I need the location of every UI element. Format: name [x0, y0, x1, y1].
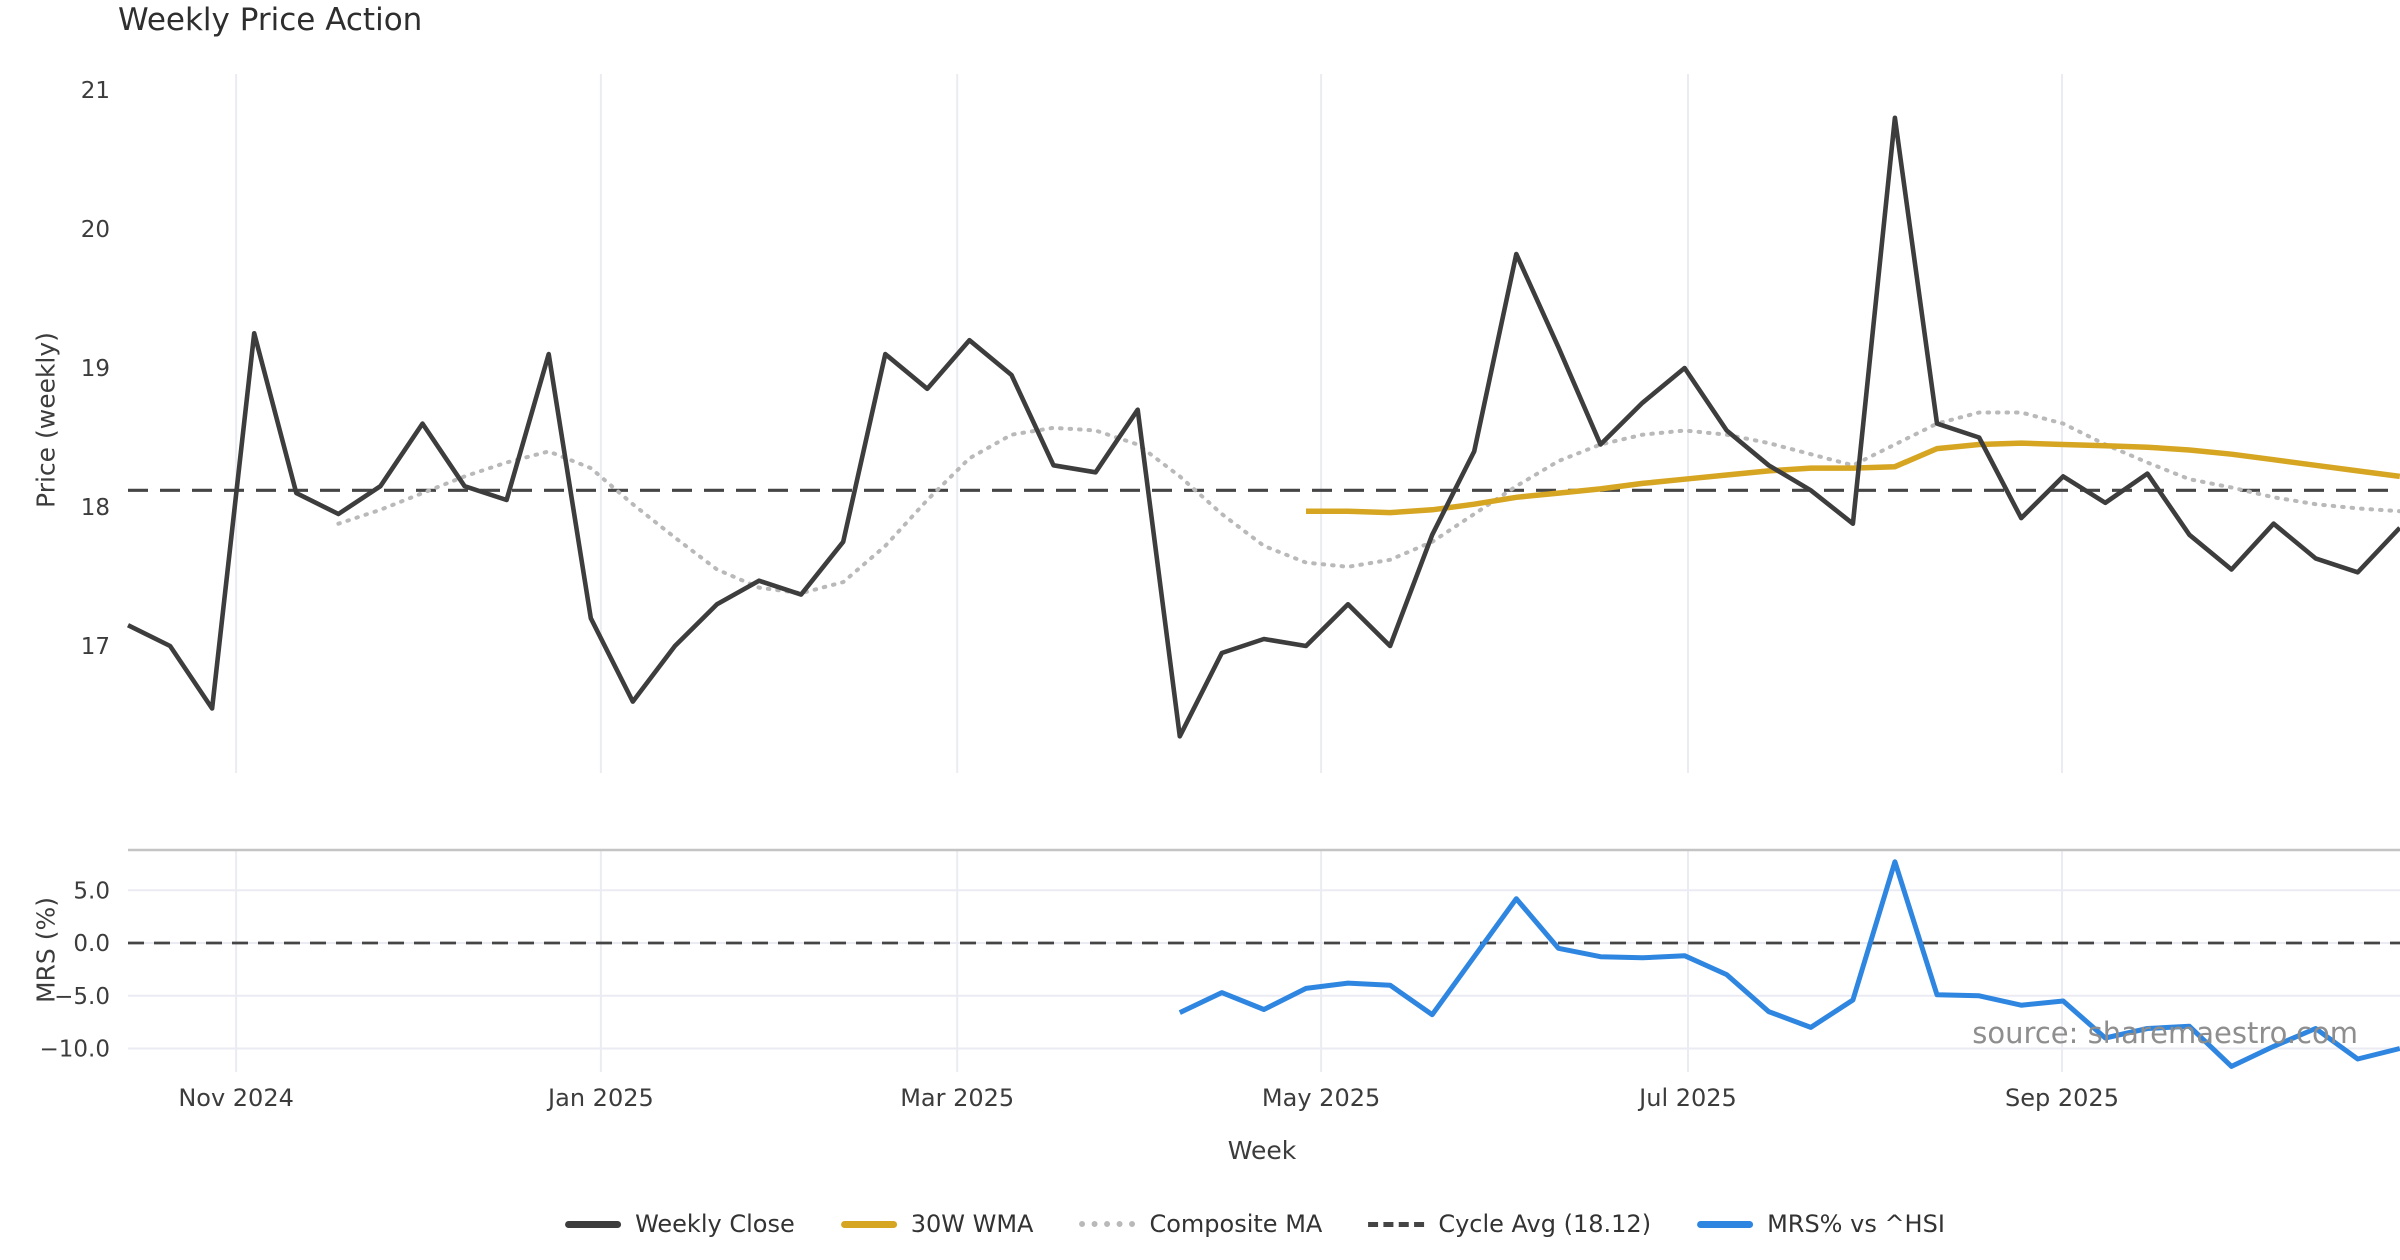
- mrs-swatch-icon: [1697, 1220, 1754, 1228]
- mrs-tick-label: −10.0: [40, 1037, 110, 1063]
- price-tick-label: 21: [81, 78, 110, 104]
- cycle-avg-swatch-icon: [1368, 1221, 1425, 1227]
- price-axis-label: Price (weekly): [31, 332, 61, 508]
- weekly-close-line: [126, 115, 2400, 739]
- mrs-line: [1178, 859, 2400, 1069]
- legend-label: MRS% vs ^HSI: [1767, 1210, 1945, 1238]
- mrs-axis-label: MRS (%): [31, 896, 61, 1004]
- mrs-tick-label: 5.0: [73, 878, 110, 904]
- price-tick-label: 20: [81, 217, 110, 243]
- legend-label: Cycle Avg (18.12): [1438, 1210, 1652, 1238]
- legend: Weekly Close 30W WMA Composite MA Cycle …: [565, 1210, 1945, 1238]
- mrs-tick-label: 0.0: [73, 931, 110, 957]
- x-axis-label: Week: [1227, 1136, 1297, 1165]
- chart-title: Weekly Price Action: [118, 2, 423, 38]
- legend-item-cycle-avg: Cycle Avg (18.12): [1368, 1210, 1651, 1238]
- legend-item-30w-wma: 30W WMA: [840, 1210, 1034, 1238]
- legend-label: Composite MA: [1149, 1210, 1323, 1238]
- x-tick-label: Jan 2025: [546, 1084, 654, 1112]
- x-tick-label: Nov 2024: [178, 1084, 294, 1112]
- composite-swatch-icon: [1079, 1221, 1136, 1227]
- price-tick-label: 18: [81, 495, 110, 521]
- wma-30w-line: [1306, 440, 2400, 516]
- price-tick-label: 17: [81, 634, 110, 660]
- price-tick-label: 19: [81, 356, 110, 382]
- mrs-tick-label: −5.0: [54, 984, 110, 1010]
- x-tick-label: Mar 2025: [900, 1084, 1014, 1112]
- watermark: source: sharemaestro.com: [1972, 1016, 2358, 1050]
- legend-item-mrs: MRS% vs ^HSI: [1697, 1210, 1945, 1238]
- legend-item-composite-ma: Composite MA: [1079, 1210, 1322, 1238]
- legend-label: Weekly Close: [635, 1210, 795, 1238]
- x-tick-label: Sep 2025: [2005, 1084, 2119, 1112]
- wma-swatch-icon: [840, 1220, 897, 1228]
- composite-ma-line: [336, 410, 2400, 596]
- x-tick-label: Jul 2025: [1637, 1084, 1737, 1112]
- legend-item-weekly-close: Weekly Close: [565, 1210, 795, 1238]
- legend-label: 30W WMA: [910, 1210, 1034, 1238]
- weekly-close-swatch-icon: [565, 1220, 622, 1228]
- x-tick-label: May 2025: [1262, 1084, 1380, 1112]
